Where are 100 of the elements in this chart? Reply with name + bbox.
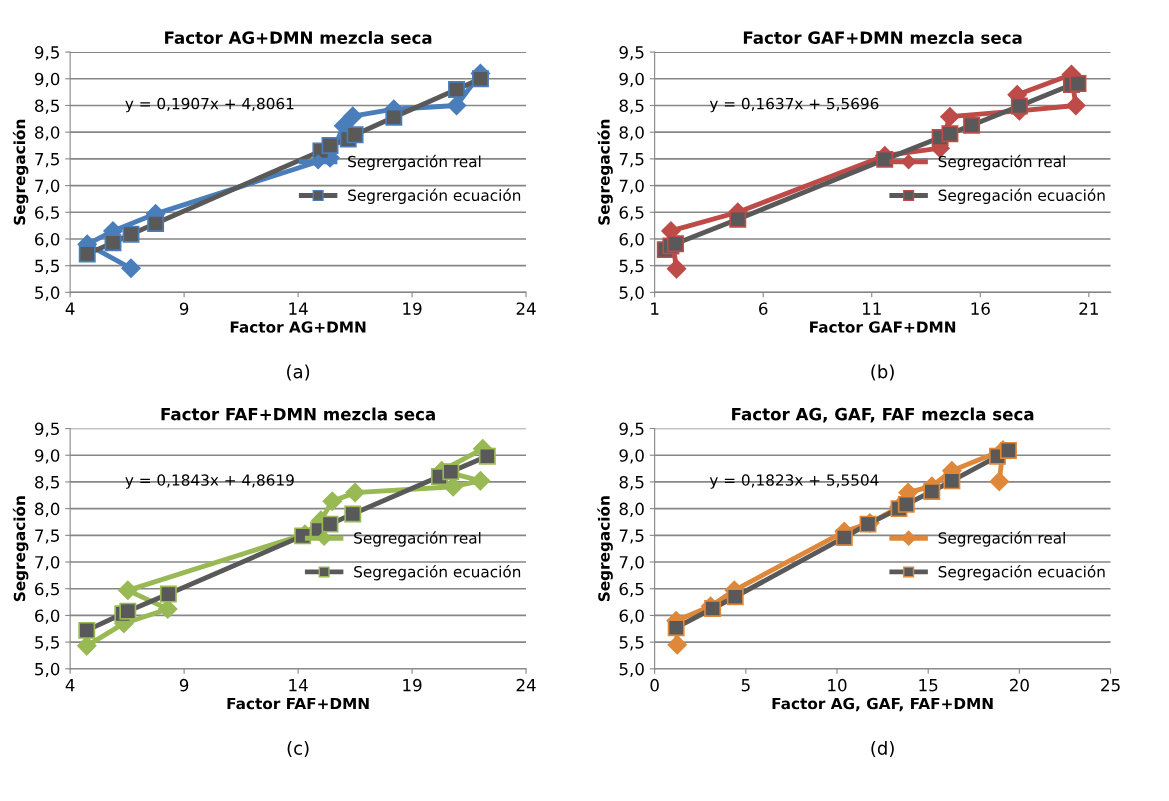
point bbox=[344, 505, 362, 523]
point bbox=[118, 580, 138, 601]
chart-title: Factor AG, GAF, FAF mezcla seca bbox=[732, 407, 1034, 423]
y-axis-title: Segregación bbox=[597, 119, 613, 225]
y-axis-title: Segregación bbox=[12, 119, 29, 225]
legend-label: Segregación real bbox=[354, 531, 481, 547]
annotation: y = 0,1637x + 5,5696 bbox=[709, 97, 879, 113]
point bbox=[471, 70, 489, 88]
y-tick-label: 8,0 bbox=[619, 126, 644, 141]
chart-title: Factor GAF+DMN mezcla seca bbox=[743, 31, 1022, 44]
chart-title: Factor AG+DMN mezcla seca bbox=[165, 31, 432, 44]
y-tick-label: 7,0 bbox=[619, 179, 644, 194]
x-tick-label: 6 bbox=[759, 302, 768, 315]
y-axis-title: Segregación bbox=[12, 496, 29, 602]
text: (c) bbox=[287, 740, 309, 758]
point bbox=[704, 600, 722, 617]
point bbox=[442, 463, 460, 481]
y-tick-label: 9,5 bbox=[619, 422, 644, 437]
y-tick-label: 6,5 bbox=[35, 206, 59, 221]
y-tick-label: 5,0 bbox=[35, 286, 60, 301]
x-tick-label: 5 bbox=[741, 679, 750, 692]
point bbox=[940, 107, 960, 127]
point bbox=[321, 137, 339, 154]
point bbox=[897, 495, 915, 513]
point bbox=[1066, 95, 1086, 116]
point bbox=[478, 447, 496, 465]
point bbox=[119, 602, 137, 620]
point bbox=[667, 619, 685, 637]
y-tick-label: 7,0 bbox=[35, 556, 60, 571]
y-tick-label: 9,0 bbox=[619, 449, 644, 464]
y-tick-label: 6,5 bbox=[619, 206, 644, 221]
y-tick-label: 8,0 bbox=[35, 502, 60, 517]
y-tick-label: 5,5 bbox=[35, 636, 59, 651]
text: (a) bbox=[287, 364, 310, 381]
y-tick-label: 9,0 bbox=[619, 72, 644, 88]
point bbox=[122, 225, 140, 243]
point bbox=[121, 258, 141, 279]
point bbox=[78, 245, 96, 263]
x-tick-label: 15 bbox=[919, 679, 938, 692]
point bbox=[343, 106, 363, 126]
point bbox=[147, 215, 165, 232]
point bbox=[876, 150, 894, 168]
y-tick-label: 8,0 bbox=[619, 502, 644, 517]
y-tick-label: 7,5 bbox=[619, 529, 644, 544]
annotation: y = 0,1823x + 5,5504 bbox=[709, 474, 879, 489]
x-tick-label: 0 bbox=[650, 678, 659, 692]
point bbox=[729, 210, 747, 228]
x-tick-label: 25 bbox=[1101, 678, 1120, 692]
y-tick-label: 8,5 bbox=[35, 99, 59, 114]
y-tick-label: 7,0 bbox=[35, 179, 60, 194]
y-tick-label: 6,0 bbox=[35, 609, 60, 624]
text: (b) bbox=[871, 364, 894, 381]
point bbox=[963, 116, 981, 134]
point bbox=[1069, 75, 1087, 93]
point bbox=[443, 477, 463, 497]
legend-label: Segregación real bbox=[938, 531, 1065, 547]
x-tick-label: 9 bbox=[179, 678, 189, 692]
y-tick-label: 6,5 bbox=[619, 582, 644, 597]
point bbox=[446, 95, 467, 116]
x-axis-title: Factor AG+DMN bbox=[230, 321, 366, 333]
y-tick-label: 5,5 bbox=[619, 636, 644, 651]
x-tick-label: 11 bbox=[862, 302, 881, 315]
point bbox=[667, 235, 684, 253]
chart-title: Factor FAF+DMN mezcla seca bbox=[161, 407, 435, 421]
y-tick-label: 6,5 bbox=[35, 582, 59, 597]
y-tick-label: 7,5 bbox=[35, 153, 59, 168]
y-tick-label: 8,5 bbox=[619, 99, 644, 114]
legend-label: Segregación real bbox=[938, 154, 1065, 171]
point bbox=[989, 471, 1009, 492]
point bbox=[77, 636, 97, 656]
x-tick-label: 4 bbox=[65, 679, 75, 692]
y-tick-label: 9,5 bbox=[34, 422, 59, 437]
point bbox=[726, 588, 744, 606]
x-axis-title: Factor AG, GAF, FAF+DMN bbox=[772, 697, 993, 712]
point bbox=[345, 482, 365, 503]
x-tick-label: 20 bbox=[1009, 678, 1029, 692]
annotation: y = 0,1907x + 4,8061 bbox=[125, 97, 294, 113]
y-tick-label: 9,0 bbox=[34, 72, 60, 88]
x-tick-label: 24 bbox=[516, 302, 536, 315]
point bbox=[999, 441, 1017, 459]
x-tick-label: 1 bbox=[651, 302, 659, 315]
point bbox=[346, 126, 364, 144]
y-tick-label: 8,0 bbox=[35, 126, 60, 141]
point bbox=[78, 621, 96, 639]
point bbox=[1010, 97, 1028, 115]
x-tick-label: 21 bbox=[1079, 302, 1098, 315]
x-tick-label: 16 bbox=[971, 302, 990, 315]
y-tick-label: 8,5 bbox=[35, 475, 59, 491]
point bbox=[322, 491, 342, 511]
x-tick-label: 24 bbox=[516, 678, 536, 692]
legend-label: Segregación ecuación bbox=[938, 565, 1105, 581]
point bbox=[159, 585, 177, 603]
y-tick-label: 5,0 bbox=[619, 286, 644, 301]
point bbox=[835, 528, 853, 546]
legend-label: Segregación ecuación bbox=[938, 188, 1105, 204]
point bbox=[666, 259, 687, 279]
y-tick-label: 6,0 bbox=[619, 232, 644, 248]
y-tick-label: 7,0 bbox=[619, 556, 644, 571]
annotation: y = 0,1843x + 4,8619 bbox=[125, 474, 294, 489]
point bbox=[923, 483, 941, 501]
